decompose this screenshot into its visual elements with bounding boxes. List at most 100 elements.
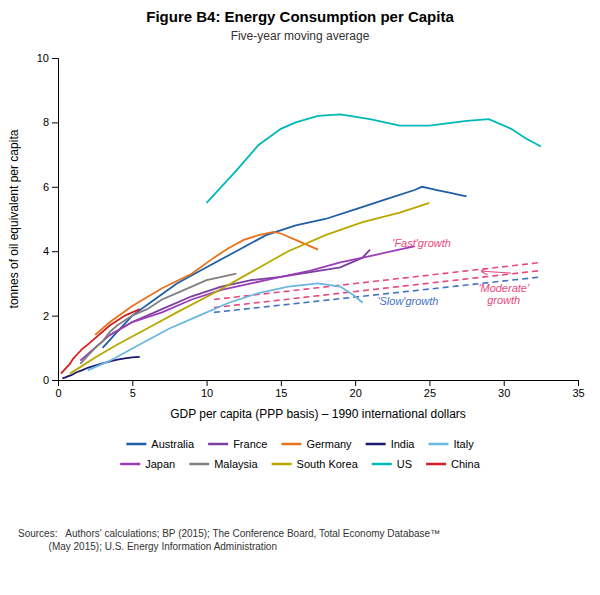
tick-label: 0 — [43, 374, 49, 386]
tick: 0 — [43, 374, 58, 386]
tick-label: 10 — [201, 387, 213, 399]
source: Sources: Authors' calculations; BP (2015… — [18, 528, 440, 552]
tick-mark — [52, 122, 58, 123]
tick: 25 — [424, 380, 436, 399]
x-axis-title: GDP per capita (PPP basis) – 1990 intern… — [170, 407, 466, 421]
legend-label: Japan — [145, 458, 175, 470]
tick-label: 2 — [43, 310, 49, 322]
annotation: 'Moderate'growth — [478, 282, 530, 307]
series-line — [80, 274, 236, 364]
legend-swatch — [272, 463, 292, 466]
legend-swatch — [189, 463, 209, 466]
legend-label: India — [391, 438, 416, 450]
legend-label: Italy — [453, 438, 474, 450]
legend-label: Malaysia — [214, 458, 258, 470]
tick: 10 — [201, 380, 213, 399]
legend-label: South Korea — [297, 458, 359, 470]
tick: 10 — [37, 52, 58, 64]
legend-label: China — [451, 458, 481, 470]
annotation: 'Fast'growth — [392, 237, 451, 249]
tick-label: 30 — [498, 387, 510, 399]
tick: 35 — [572, 380, 584, 399]
chart: Figure B4: Energy Consumption per Capita… — [0, 0, 600, 595]
tick-mark — [52, 316, 58, 317]
legend-item: Italy — [428, 438, 474, 450]
legend-item: US — [372, 458, 412, 470]
legend-swatch — [428, 443, 448, 446]
legend-swatch — [126, 443, 146, 446]
tick: 15 — [275, 380, 287, 399]
legend-swatch — [208, 443, 228, 446]
legend-item: Japan — [120, 458, 175, 470]
tick-label: 0 — [55, 387, 61, 399]
tick-label: 5 — [130, 387, 136, 399]
series-line — [70, 203, 430, 374]
series-line — [62, 357, 139, 379]
tick-mark — [52, 58, 58, 59]
lines — [61, 114, 541, 378]
legend-item: Germany — [281, 438, 352, 450]
tick: 6 — [43, 181, 58, 193]
tick-mark — [504, 380, 505, 386]
legend-item: China — [426, 458, 481, 470]
series-line — [88, 283, 363, 370]
reference-line — [214, 277, 541, 312]
tick-label: 8 — [43, 116, 49, 128]
tick-label: 25 — [424, 387, 436, 399]
legend-row: Japan Malaysia South Korea US China — [120, 458, 480, 470]
legend-item: India — [366, 438, 416, 450]
tick-mark — [578, 380, 579, 386]
series-line — [95, 232, 318, 335]
legend-label: Australia — [151, 438, 195, 450]
legend-swatch — [120, 463, 140, 466]
tick-label: 20 — [350, 387, 362, 399]
legend-label: US — [397, 458, 412, 470]
tick-mark — [52, 380, 58, 381]
tick-mark — [355, 380, 356, 386]
reference-line — [214, 271, 541, 308]
axis-line — [59, 381, 579, 387]
legend-item: South Korea — [272, 458, 359, 470]
series-line — [80, 246, 414, 360]
tick: 20 — [350, 380, 362, 399]
axis-line — [52, 59, 59, 381]
tick: 30 — [498, 380, 510, 399]
tick: 8 — [43, 116, 58, 128]
legend-swatch — [281, 443, 301, 446]
tick-label: 6 — [43, 181, 49, 193]
legend-item: Australia — [126, 438, 195, 450]
plot: 0 5 10 15 20 25 30 35 0 2 4 6 8 10 GDP per capita (PPP… — [7, 52, 585, 421]
legend: Australia France Germany India Italy Japan Mal… — [120, 438, 480, 470]
subtitle: Five-year moving average — [231, 29, 370, 43]
annotation: 'Slow'growth — [377, 295, 438, 307]
series-line — [61, 309, 140, 373]
tick: 0 — [55, 380, 61, 399]
y-axis-title: tonnes of oil equivalent per capita — [7, 129, 21, 308]
legend-item: France — [208, 438, 267, 450]
x-axis: 0 5 10 15 20 25 30 35 — [55, 380, 584, 399]
legend-label: Germany — [306, 438, 352, 450]
legend-swatch — [366, 443, 386, 446]
legend-swatch — [426, 463, 446, 466]
tick-mark — [52, 187, 58, 188]
tick-mark — [207, 380, 208, 386]
tick-mark — [132, 380, 133, 386]
legend-swatch — [372, 463, 392, 466]
tick: 5 — [130, 380, 136, 399]
tick-label: 4 — [43, 245, 49, 257]
legend-item: Malaysia — [189, 458, 258, 470]
tick-mark — [429, 380, 430, 386]
tick-label: 15 — [275, 387, 287, 399]
tick: 2 — [43, 310, 58, 322]
legend-row: Australia France Germany India Italy — [126, 438, 474, 450]
legend-label: France — [233, 438, 267, 450]
y-axis: 0 2 4 6 8 10 — [37, 52, 59, 386]
tick-mark — [281, 380, 282, 386]
tick-mark — [52, 251, 58, 252]
series-line — [110, 250, 370, 335]
series-line — [207, 114, 541, 203]
tick-label: 35 — [572, 387, 584, 399]
title: Figure B4: Energy Consumption per Capita — [146, 8, 454, 25]
tick-label: 10 — [37, 52, 49, 64]
tick: 4 — [43, 245, 58, 257]
